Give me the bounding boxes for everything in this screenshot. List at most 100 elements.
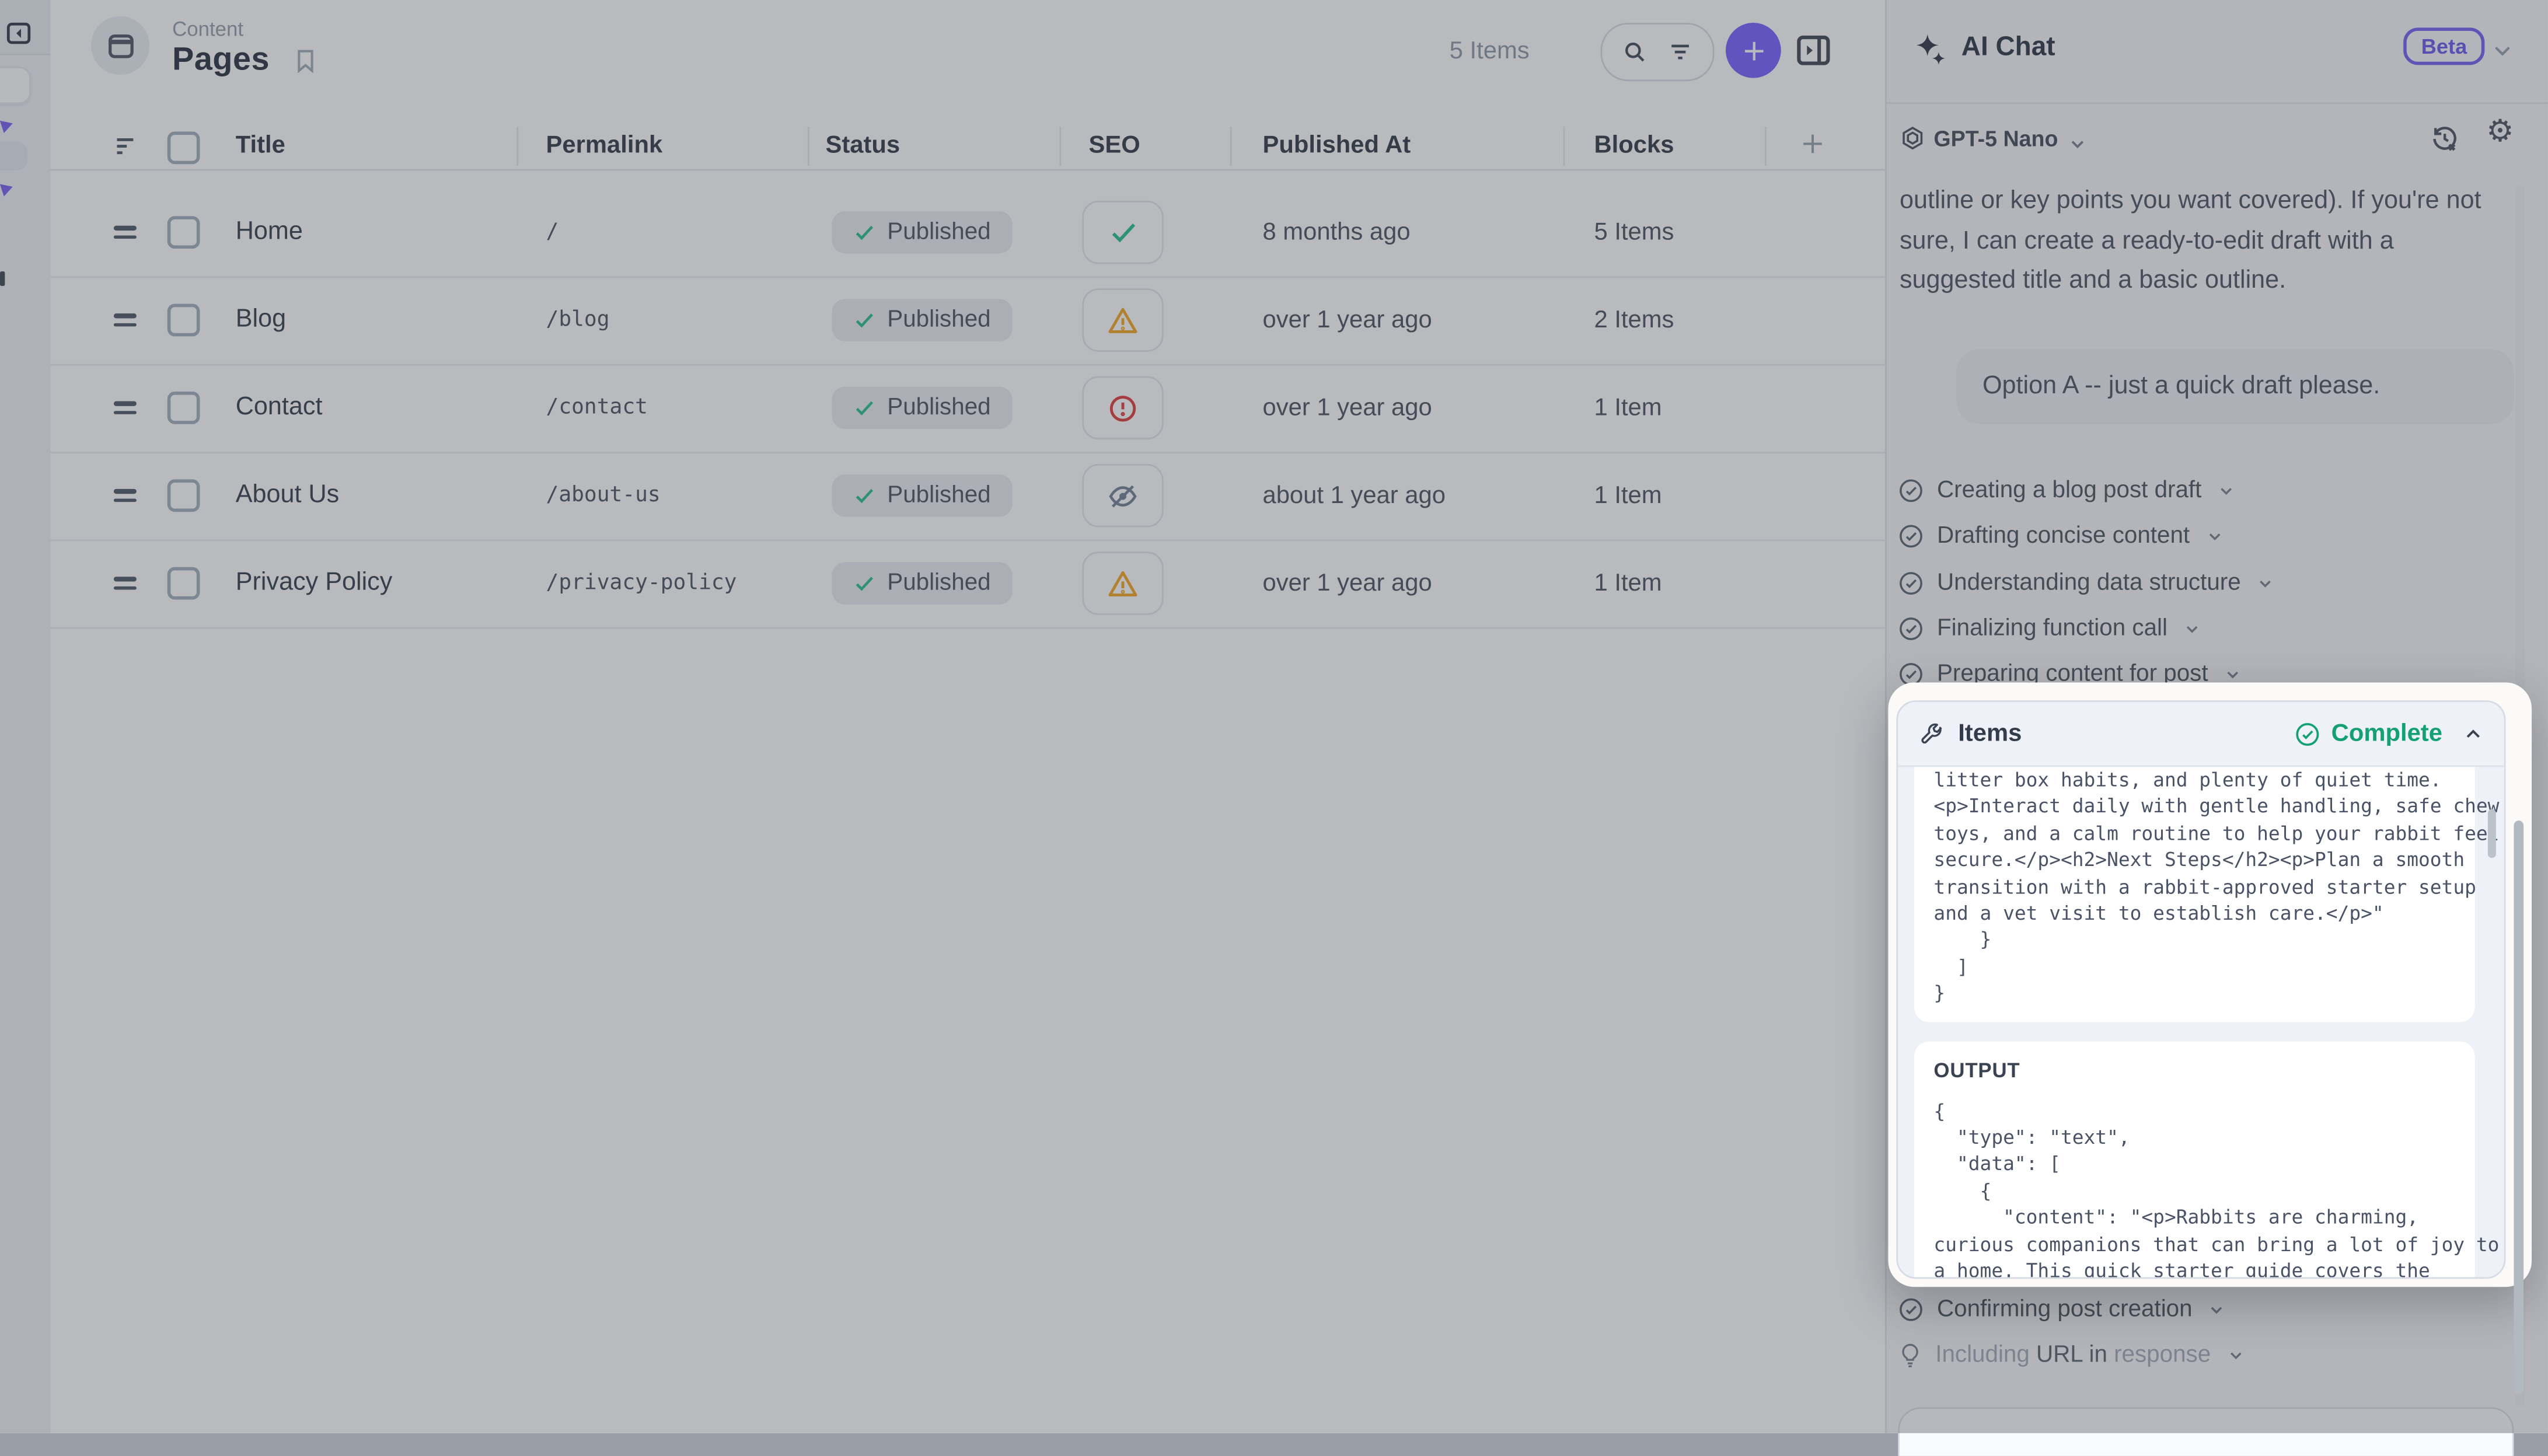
bolt-icon	[0, 180, 15, 197]
chevron-up-icon[interactable]	[2463, 724, 2483, 743]
chat-scrollbar-thumb[interactable]	[2514, 820, 2524, 1395]
row-title: Privacy Policy	[235, 568, 393, 596]
table-row[interactable]: Privacy Policy /privacy-policy Published…	[50, 539, 1885, 629]
bookmark-icon[interactable]	[292, 47, 319, 75]
sidebar-item[interactable]	[0, 67, 31, 104]
seo-error-circle-icon	[1082, 376, 1164, 440]
row-checkbox[interactable]	[167, 392, 200, 424]
step-drafting-concise-content[interactable]: Drafting concise content	[1898, 515, 2222, 557]
tool-input-code-block: litter box habits, and plenty of quiet t…	[1914, 767, 2499, 1022]
column-header-permalink[interactable]: Permalink	[546, 131, 663, 159]
chevron-down-icon	[2184, 621, 2200, 637]
column-header-blocks[interactable]: Blocks	[1594, 131, 1674, 159]
window-icon	[105, 30, 136, 61]
check-circle-icon	[1898, 616, 1924, 642]
row-published-at: about 1 year ago	[1262, 481, 1446, 509]
chevron-down-icon	[2224, 666, 2240, 683]
row-blocks: 1 Item	[1594, 394, 1662, 422]
row-title: Home	[235, 218, 303, 246]
page-title: Pages	[172, 42, 270, 78]
plus-icon	[1740, 37, 1767, 64]
table-row[interactable]: About Us /about-us Published about 1 yea…	[50, 452, 1885, 542]
column-header-title[interactable]: Title	[235, 131, 285, 159]
ai-chat-header: AI Chat Beta	[1886, 0, 2548, 104]
row-title: About Us	[235, 481, 340, 509]
row-checkbox[interactable]	[167, 479, 200, 512]
spotlight-ring: Items Complete litter box habits, and pl…	[1888, 682, 2532, 1287]
collapse-sidebar-icon[interactable]	[5, 19, 32, 47]
row-permalink: /	[546, 220, 559, 245]
drag-handle-icon[interactable]	[113, 484, 137, 507]
table-row[interactable]: Blog /blog Published over 1 year ago 2 I…	[50, 276, 1885, 366]
chevron-down-icon	[2227, 1347, 2243, 1363]
tool-card-scrollbar-thumb[interactable]	[2487, 809, 2496, 858]
lightbulb-icon	[1898, 1342, 1922, 1369]
wrench-icon	[1919, 721, 1943, 746]
select-all-checkbox[interactable]	[167, 131, 200, 165]
seo-pass-check-icon	[1082, 200, 1164, 264]
step-finalizing-function-call[interactable]: Finalizing function call	[1898, 607, 2200, 650]
seo-hidden-eye-off-icon	[1082, 463, 1164, 528]
tool-call-card-items: Items Complete litter box habits, and pl…	[1896, 700, 2506, 1279]
step-understanding-data-structure[interactable]: Understanding data structure	[1898, 562, 2273, 604]
row-published-at: over 1 year ago	[1262, 569, 1432, 598]
row-title: Blog	[235, 305, 287, 333]
search-icon[interactable]	[1622, 39, 1648, 65]
collection-icon-button[interactable]	[90, 16, 150, 75]
column-divider	[516, 127, 519, 166]
sort-icon[interactable]	[114, 133, 140, 159]
row-permalink: /privacy-policy	[546, 571, 737, 596]
drag-handle-icon[interactable]	[113, 309, 137, 332]
row-checkbox[interactable]	[167, 303, 200, 337]
chat-input[interactable]	[1898, 1407, 2514, 1456]
add-item-button[interactable]	[1726, 22, 1781, 78]
column-header-status[interactable]: Status	[825, 131, 900, 159]
model-selector[interactable]: GPT-5 Nano	[1933, 127, 2058, 151]
row-permalink: /contact	[546, 396, 648, 420]
row-published-at: over 1 year ago	[1262, 394, 1432, 422]
status-badge: Published	[832, 386, 1012, 430]
tool-output-code-block: OUTPUT { "type": "text", "data": [ { "co…	[1914, 1041, 2499, 1277]
step-confirming-post-creation[interactable]: Confirming post creation	[1898, 1289, 2225, 1331]
filter-icon[interactable]	[1667, 39, 1694, 65]
sidebar-item[interactable]	[0, 141, 28, 171]
row-blocks: 1 Item	[1594, 481, 1662, 509]
clear-history-icon[interactable]	[2430, 124, 2460, 155]
status-badge: Published	[832, 562, 1012, 605]
step-including-url-in-response[interactable]: Including URL in response	[1898, 1334, 2243, 1376]
settings-gear-icon[interactable]: ⚙	[2486, 113, 2514, 150]
drag-handle-icon[interactable]	[113, 396, 137, 420]
table-row[interactable]: Contact /contact Published over 1 year a…	[50, 364, 1885, 453]
step-creating-blog-post-draft[interactable]: Creating a blog post draft	[1898, 470, 2234, 512]
chevron-down-icon[interactable]	[2491, 39, 2514, 62]
pages-collection-view: Content Pages 5 Items Title Perm	[50, 0, 1885, 1433]
column-divider	[1563, 127, 1565, 166]
openai-logo-icon	[1900, 125, 1926, 151]
column-header-published-at[interactable]: Published At	[1262, 131, 1411, 159]
tool-card-header[interactable]: Items Complete	[1898, 702, 2504, 767]
column-header-seo[interactable]: SEO	[1088, 131, 1140, 159]
user-message-bubble: Option A -- just a quick draft please.	[1956, 349, 2514, 424]
row-published-at: 8 months ago	[1262, 218, 1411, 246]
status-badge: Published	[832, 211, 1012, 254]
drag-handle-icon[interactable]	[113, 572, 137, 595]
row-blocks: 2 Items	[1594, 306, 1674, 334]
column-divider	[807, 127, 809, 166]
row-blocks: 5 Items	[1594, 218, 1674, 246]
tool-card-scroll-area[interactable]: litter box habits, and plenty of quiet t…	[1898, 767, 2504, 1277]
drag-handle-icon[interactable]	[113, 221, 137, 244]
seo-warning-triangle-icon	[1082, 288, 1164, 352]
breadcrumb: Content	[172, 18, 244, 41]
tool-card-status: Complete	[2331, 720, 2442, 748]
add-column-icon[interactable]	[1799, 130, 1826, 158]
toggle-right-panel-icon[interactable]	[1794, 31, 1833, 70]
row-permalink: /about-us	[546, 483, 661, 508]
check-circle-icon	[1898, 1297, 1924, 1323]
row-checkbox[interactable]	[167, 216, 200, 249]
chevron-down-icon	[2218, 483, 2234, 499]
table-row[interactable]: Home / Published 8 months ago 5 Items	[50, 188, 1885, 278]
chevron-down-icon	[2069, 135, 2087, 153]
row-checkbox[interactable]	[167, 567, 200, 600]
row-published-at: over 1 year ago	[1262, 306, 1432, 334]
